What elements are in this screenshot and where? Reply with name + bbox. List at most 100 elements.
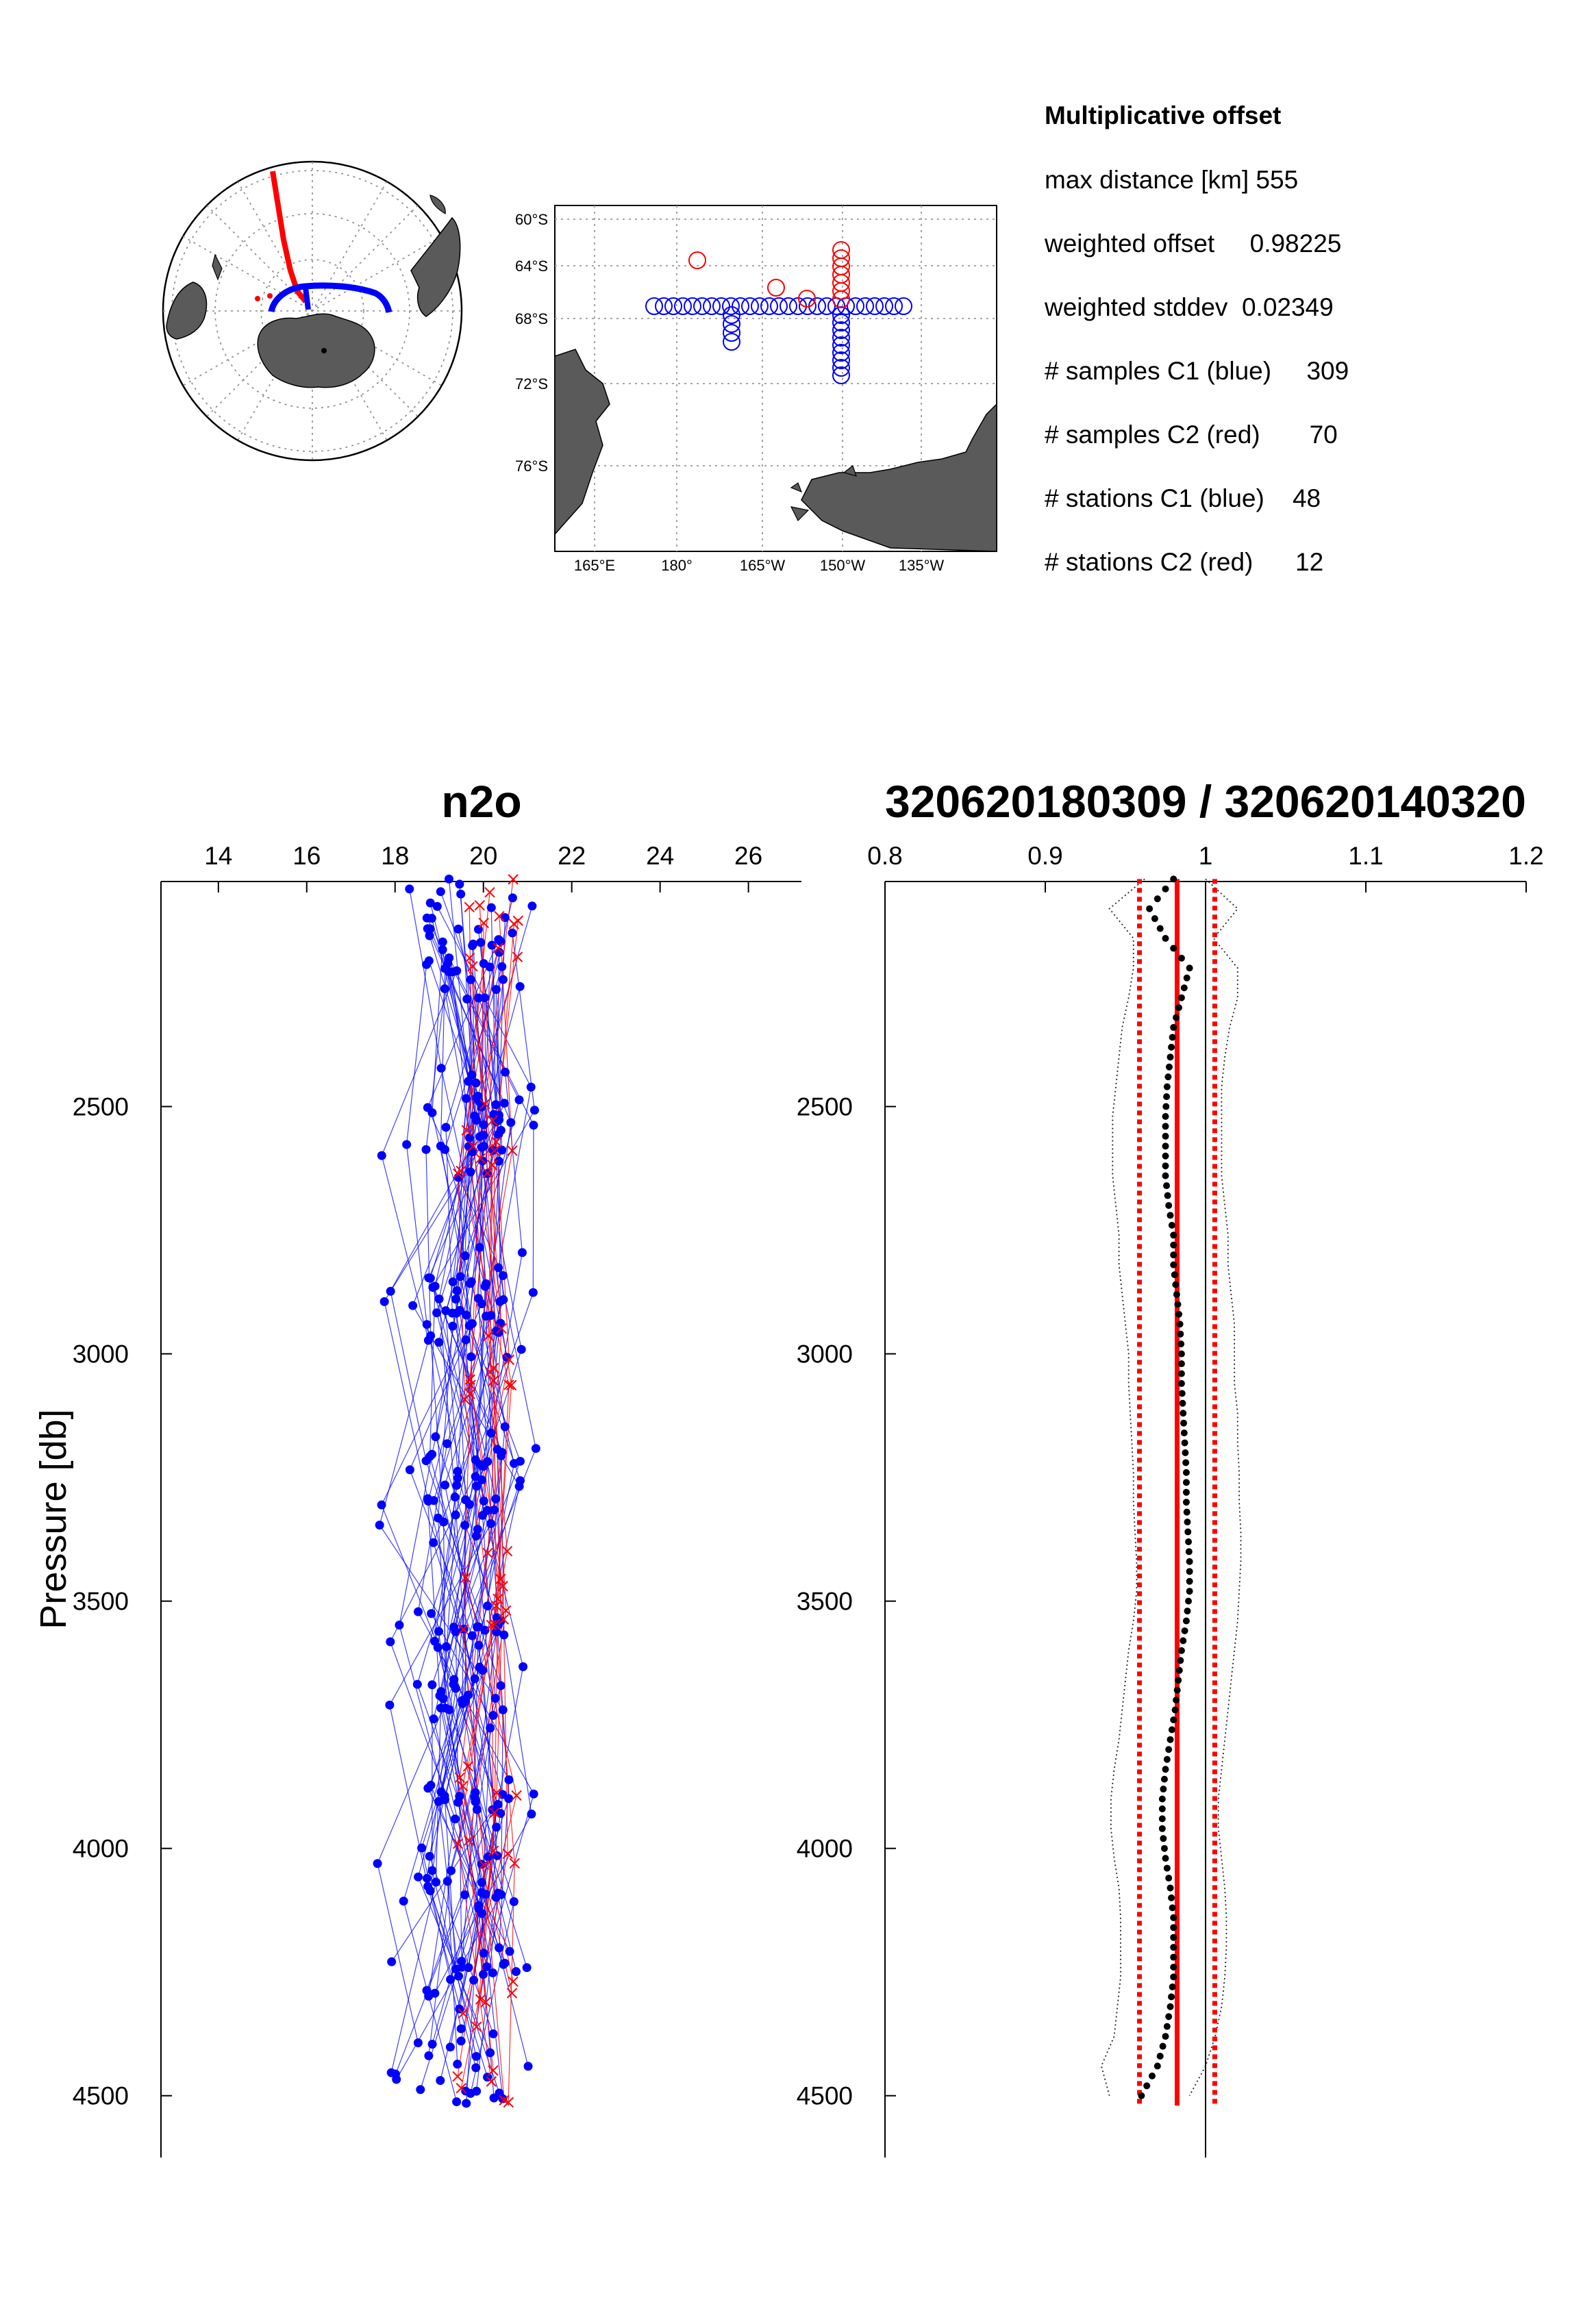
map-lat-label: 64°S [515, 258, 548, 275]
c1-data-point [430, 1636, 440, 1646]
c1-data-point [453, 1473, 462, 1483]
c1-data-point [516, 1476, 525, 1486]
c1-data-point [464, 1963, 473, 1973]
c1-data-point [461, 2086, 471, 2096]
c2-data-point [488, 2065, 499, 2076]
c1-data-point [471, 1472, 480, 1482]
c2-data-point [492, 1593, 503, 1605]
c1-station-marker [760, 297, 778, 315]
c1-data-point [423, 924, 432, 934]
ratio-point [1163, 1083, 1171, 1090]
ratio-point [1177, 1340, 1185, 1348]
ratio-point [1167, 2003, 1174, 2010]
c2-data-point [456, 2082, 467, 2094]
ratio-point [1156, 2052, 1164, 2060]
ratio-y-tick-label: 4500 [797, 2082, 853, 2110]
c1-data-point [470, 1111, 479, 1121]
c2-data-point [462, 1761, 474, 1772]
c1-data-point [500, 1422, 510, 1432]
ratio-point [1162, 1766, 1169, 1773]
c1-data-point [492, 1823, 501, 1832]
c1-data-point [486, 1723, 495, 1733]
c1-data-point [422, 913, 432, 923]
c1-data-point [444, 874, 453, 884]
c1-station-marker [780, 297, 797, 315]
ratio-point [1186, 1588, 1193, 1595]
ratio-point [1168, 1993, 1175, 2001]
ratio-point [1160, 1845, 1168, 1852]
c1-data-point [440, 984, 449, 994]
c1-station-marker [684, 297, 701, 315]
c1-data-point [472, 1482, 482, 1491]
c2-profile-line [462, 958, 513, 1994]
c1-data-point [458, 1696, 467, 1705]
ratio-point [1186, 1568, 1193, 1575]
ratio-chart: 320620180309 / 320620140320 0.8 0.9 1 1.1 1.… [797, 776, 1544, 2158]
ratio-point [1177, 1379, 1185, 1387]
c1-data-point [434, 1797, 443, 1806]
ratio-point [1172, 1281, 1180, 1288]
ratio-point [1162, 1112, 1169, 1120]
ratio-point [1158, 1805, 1166, 1812]
c1-station-marker [723, 324, 740, 342]
ratio-point [1168, 1221, 1175, 1229]
map-lat-label: 72°S [515, 375, 548, 392]
c1-track [268, 282, 392, 314]
c1-data-point [423, 1882, 433, 1891]
c1-data-point [472, 1092, 482, 1102]
c1-station-marker [885, 297, 903, 315]
c1-station-marker [832, 344, 850, 362]
envelope-upper [1188, 878, 1242, 2097]
c1-data-point [440, 1703, 450, 1713]
ratio-point [1165, 1063, 1173, 1071]
c2-station-marker [798, 290, 816, 308]
ratio-point [1163, 2023, 1171, 2030]
ratio-point [1158, 1825, 1166, 1832]
c1-station-marker [895, 297, 912, 315]
c1-data-point [479, 1949, 488, 1958]
ratio-point [1168, 1043, 1175, 1051]
ratio-point [1180, 1637, 1187, 1645]
c1-data-point [522, 1963, 532, 1973]
ratio-point [1186, 1558, 1193, 1565]
ratio-point [1170, 1261, 1177, 1268]
ratio-point [1182, 1617, 1190, 1625]
c1-station-marker [847, 297, 864, 315]
c2-data-point [467, 1140, 479, 1152]
ratio-point [1162, 1152, 1169, 1160]
ratio-point [1168, 1726, 1175, 1734]
c1-data-point [427, 1609, 436, 1618]
c2-data-point [511, 1790, 522, 1801]
c1-data-point [457, 1962, 466, 1972]
c1-data-point [493, 1799, 503, 1809]
c1-station-marker [799, 297, 816, 315]
n2o-chart: n2o 14 16 18 20 22 24 26 25003000350040004500 … [33, 776, 801, 2158]
ratio-point [1175, 1310, 1182, 1318]
c1-data-point [490, 1694, 500, 1703]
ratio-point [1162, 1132, 1169, 1140]
c1-data-point [424, 2051, 434, 2060]
c1-data-point [442, 1439, 452, 1449]
c1-data-point [516, 1345, 526, 1354]
c1-data-point [386, 2068, 396, 2077]
c2-data-point [464, 952, 475, 964]
c1-data-point [494, 935, 503, 945]
c1-data-point [486, 1519, 496, 1529]
c1-data-point [462, 995, 472, 1004]
c1-data-point [494, 1263, 503, 1273]
c1-data-point [438, 937, 447, 947]
c1-data-point [379, 1297, 389, 1306]
ratio-point [1162, 2033, 1169, 2040]
ratio-point [1170, 945, 1177, 952]
c2-data-point [483, 1330, 494, 1342]
c1-data-point [466, 1167, 475, 1177]
c1-data-point [421, 1145, 431, 1154]
c1-data-point [523, 2062, 533, 2071]
n2o-x-tick-label: 24 [646, 842, 674, 870]
n2o-y-tick-label: 4500 [73, 2082, 129, 2110]
c2-data-point [507, 1145, 518, 1156]
c1-data-point [471, 1078, 481, 1088]
c1-station-marker [832, 329, 850, 347]
c1-data-point [456, 2036, 466, 2046]
ratio-point [1154, 895, 1161, 903]
